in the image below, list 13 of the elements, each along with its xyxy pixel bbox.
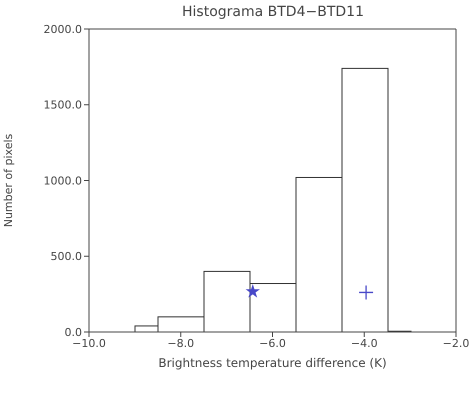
y-axis-title: Number of pixels [2,133,15,228]
y-tick-label: 500.0 [50,250,82,264]
x-tick-label: −4.0 [350,336,378,350]
x-tick-label: −2.0 [442,336,470,350]
x-tick-label: −6.0 [259,336,286,350]
y-tick-label: 2000.0 [44,22,82,36]
y-tick-label: 0.0 [64,326,82,339]
x-tick-label: −10.0 [72,336,106,350]
y-tick-label: 1000.0 [44,174,82,188]
y-tick-label: 1500.0 [44,98,82,112]
x-tick-label: −8.0 [167,336,194,350]
chart-title: Histograma BTD4−BTD11 [181,4,365,20]
x-axis-title: Brightness temperature difference (K) [158,356,387,370]
